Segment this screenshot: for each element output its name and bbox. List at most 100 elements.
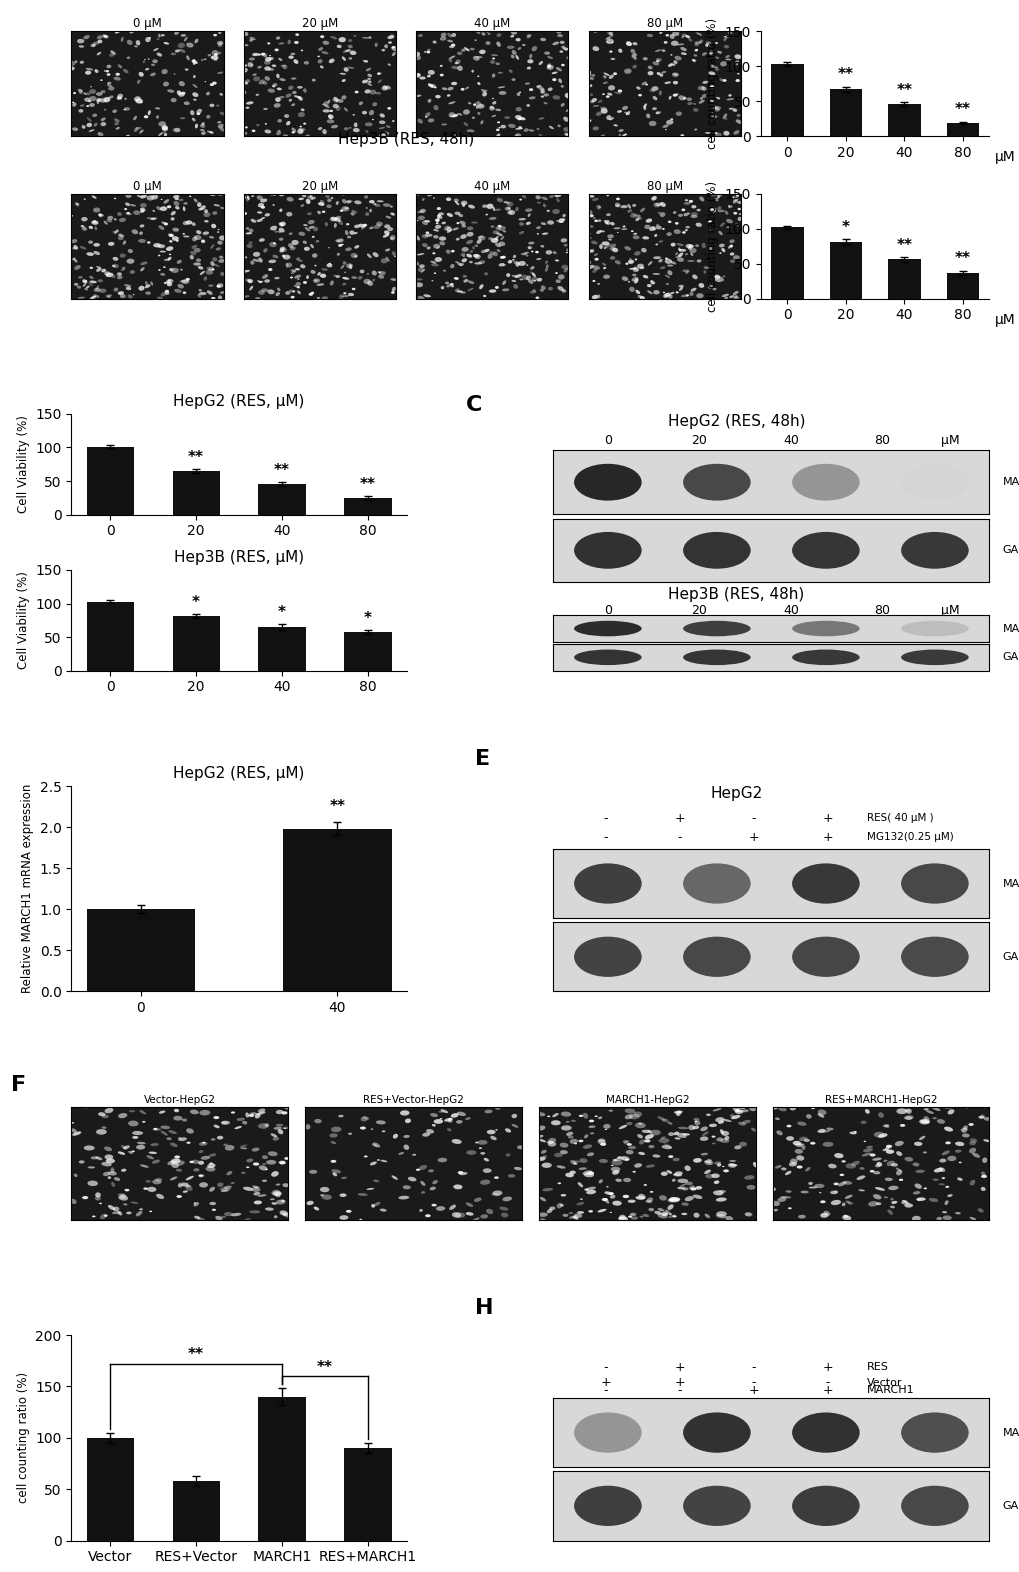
Ellipse shape	[457, 66, 463, 71]
Ellipse shape	[179, 280, 187, 283]
Ellipse shape	[608, 1110, 612, 1111]
Ellipse shape	[874, 1187, 884, 1190]
Ellipse shape	[483, 1159, 488, 1162]
Text: -: -	[751, 1376, 755, 1390]
Ellipse shape	[74, 60, 77, 63]
Ellipse shape	[371, 270, 376, 275]
Ellipse shape	[551, 209, 559, 214]
Ellipse shape	[279, 79, 285, 82]
Bar	[258, 627, 306, 671]
Ellipse shape	[193, 75, 196, 79]
Ellipse shape	[477, 236, 483, 239]
Ellipse shape	[479, 50, 485, 53]
Ellipse shape	[947, 1110, 954, 1115]
Ellipse shape	[273, 242, 276, 244]
Ellipse shape	[472, 116, 475, 119]
Ellipse shape	[511, 30, 517, 35]
Ellipse shape	[84, 280, 88, 283]
Ellipse shape	[708, 50, 712, 55]
Text: Vector: Vector	[866, 1377, 902, 1388]
Ellipse shape	[359, 223, 366, 228]
Ellipse shape	[213, 1124, 219, 1129]
Ellipse shape	[468, 102, 471, 104]
Ellipse shape	[547, 88, 552, 91]
Ellipse shape	[540, 38, 545, 41]
Ellipse shape	[183, 102, 190, 105]
Ellipse shape	[547, 286, 552, 291]
Ellipse shape	[180, 269, 182, 270]
Ellipse shape	[318, 47, 323, 50]
Ellipse shape	[632, 42, 637, 46]
Ellipse shape	[194, 1215, 201, 1220]
Ellipse shape	[911, 1215, 920, 1221]
Ellipse shape	[200, 129, 205, 130]
Ellipse shape	[303, 123, 306, 124]
Ellipse shape	[529, 291, 536, 294]
Ellipse shape	[249, 58, 255, 61]
Ellipse shape	[609, 244, 615, 247]
Ellipse shape	[86, 68, 93, 71]
Ellipse shape	[896, 1108, 907, 1115]
Ellipse shape	[282, 1214, 291, 1218]
Ellipse shape	[515, 274, 522, 278]
Ellipse shape	[538, 134, 542, 137]
Ellipse shape	[461, 247, 469, 252]
Ellipse shape	[500, 124, 505, 129]
Ellipse shape	[467, 288, 473, 291]
Title: HepG2 (RES, μM): HepG2 (RES, μM)	[173, 766, 305, 781]
Ellipse shape	[663, 41, 666, 44]
Ellipse shape	[900, 649, 968, 665]
Ellipse shape	[275, 36, 280, 39]
Ellipse shape	[494, 236, 498, 241]
Ellipse shape	[389, 206, 392, 208]
Ellipse shape	[683, 621, 750, 637]
Ellipse shape	[278, 42, 284, 44]
Ellipse shape	[733, 212, 737, 215]
Ellipse shape	[441, 88, 447, 90]
Ellipse shape	[723, 46, 729, 49]
Ellipse shape	[582, 1144, 591, 1149]
Ellipse shape	[426, 247, 430, 250]
Ellipse shape	[194, 234, 202, 241]
Ellipse shape	[114, 219, 116, 220]
Ellipse shape	[610, 1160, 622, 1165]
Ellipse shape	[625, 1151, 633, 1154]
Ellipse shape	[257, 1111, 266, 1115]
Bar	[344, 498, 391, 514]
Ellipse shape	[603, 247, 606, 250]
Ellipse shape	[566, 248, 569, 252]
Ellipse shape	[280, 1199, 284, 1203]
Ellipse shape	[669, 35, 674, 39]
Ellipse shape	[874, 1165, 879, 1168]
Ellipse shape	[498, 263, 504, 266]
Ellipse shape	[174, 49, 180, 52]
Ellipse shape	[457, 1111, 466, 1116]
Ellipse shape	[207, 291, 212, 296]
Ellipse shape	[618, 90, 622, 93]
Ellipse shape	[497, 72, 502, 74]
Ellipse shape	[557, 275, 565, 280]
Ellipse shape	[391, 46, 398, 50]
Ellipse shape	[415, 75, 419, 77]
Ellipse shape	[882, 1160, 887, 1162]
Text: **: **	[360, 476, 376, 492]
Ellipse shape	[842, 1181, 851, 1185]
Ellipse shape	[301, 108, 305, 112]
Ellipse shape	[602, 275, 609, 278]
Ellipse shape	[139, 129, 144, 134]
Ellipse shape	[725, 1215, 733, 1221]
Ellipse shape	[710, 66, 717, 68]
Ellipse shape	[104, 1215, 108, 1217]
Ellipse shape	[397, 1152, 404, 1155]
Ellipse shape	[278, 96, 284, 99]
Ellipse shape	[439, 36, 446, 41]
Ellipse shape	[571, 1119, 576, 1122]
Ellipse shape	[179, 118, 185, 119]
Ellipse shape	[458, 214, 463, 217]
Ellipse shape	[898, 1179, 903, 1181]
Ellipse shape	[604, 244, 610, 248]
Ellipse shape	[624, 1108, 635, 1113]
Ellipse shape	[125, 286, 131, 291]
Ellipse shape	[460, 234, 467, 239]
Ellipse shape	[600, 108, 607, 113]
